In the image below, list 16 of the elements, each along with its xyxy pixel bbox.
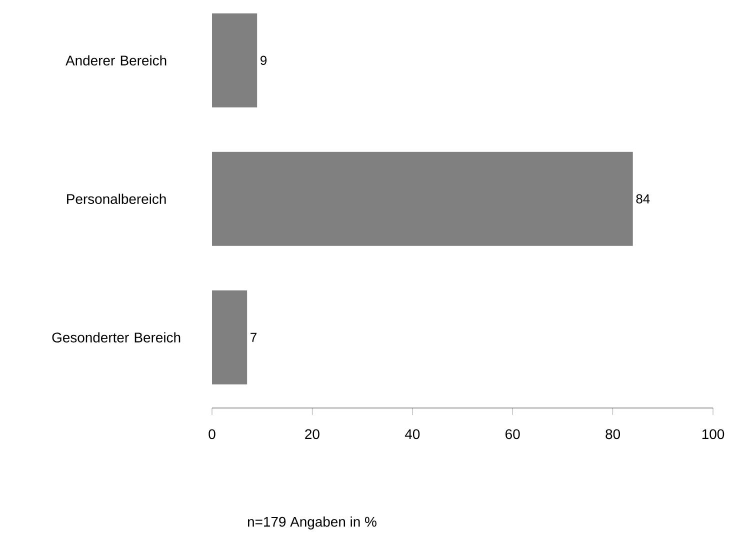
x-tick-label: 40 xyxy=(404,429,420,440)
data-label: 7 xyxy=(250,332,256,342)
x-tick-label: 100 xyxy=(702,429,724,440)
text: n=179 Angaben in % xyxy=(248,516,376,530)
bar xyxy=(212,152,633,246)
y-tick-label: Anderer Bereich xyxy=(66,55,166,66)
x-tick-label: 20 xyxy=(305,429,320,440)
x-tick-label: 60 xyxy=(506,429,520,440)
data-label: 84 xyxy=(636,194,650,204)
bar xyxy=(212,290,248,384)
x-tick-label: 80 xyxy=(606,429,620,440)
y-tick-label: Gesonderter Bereich xyxy=(52,332,180,342)
bar xyxy=(212,13,258,108)
x-tick-label: 0 xyxy=(208,429,216,440)
y-tick-label: Personalbereich xyxy=(67,194,166,204)
data-label: 9 xyxy=(260,56,267,65)
